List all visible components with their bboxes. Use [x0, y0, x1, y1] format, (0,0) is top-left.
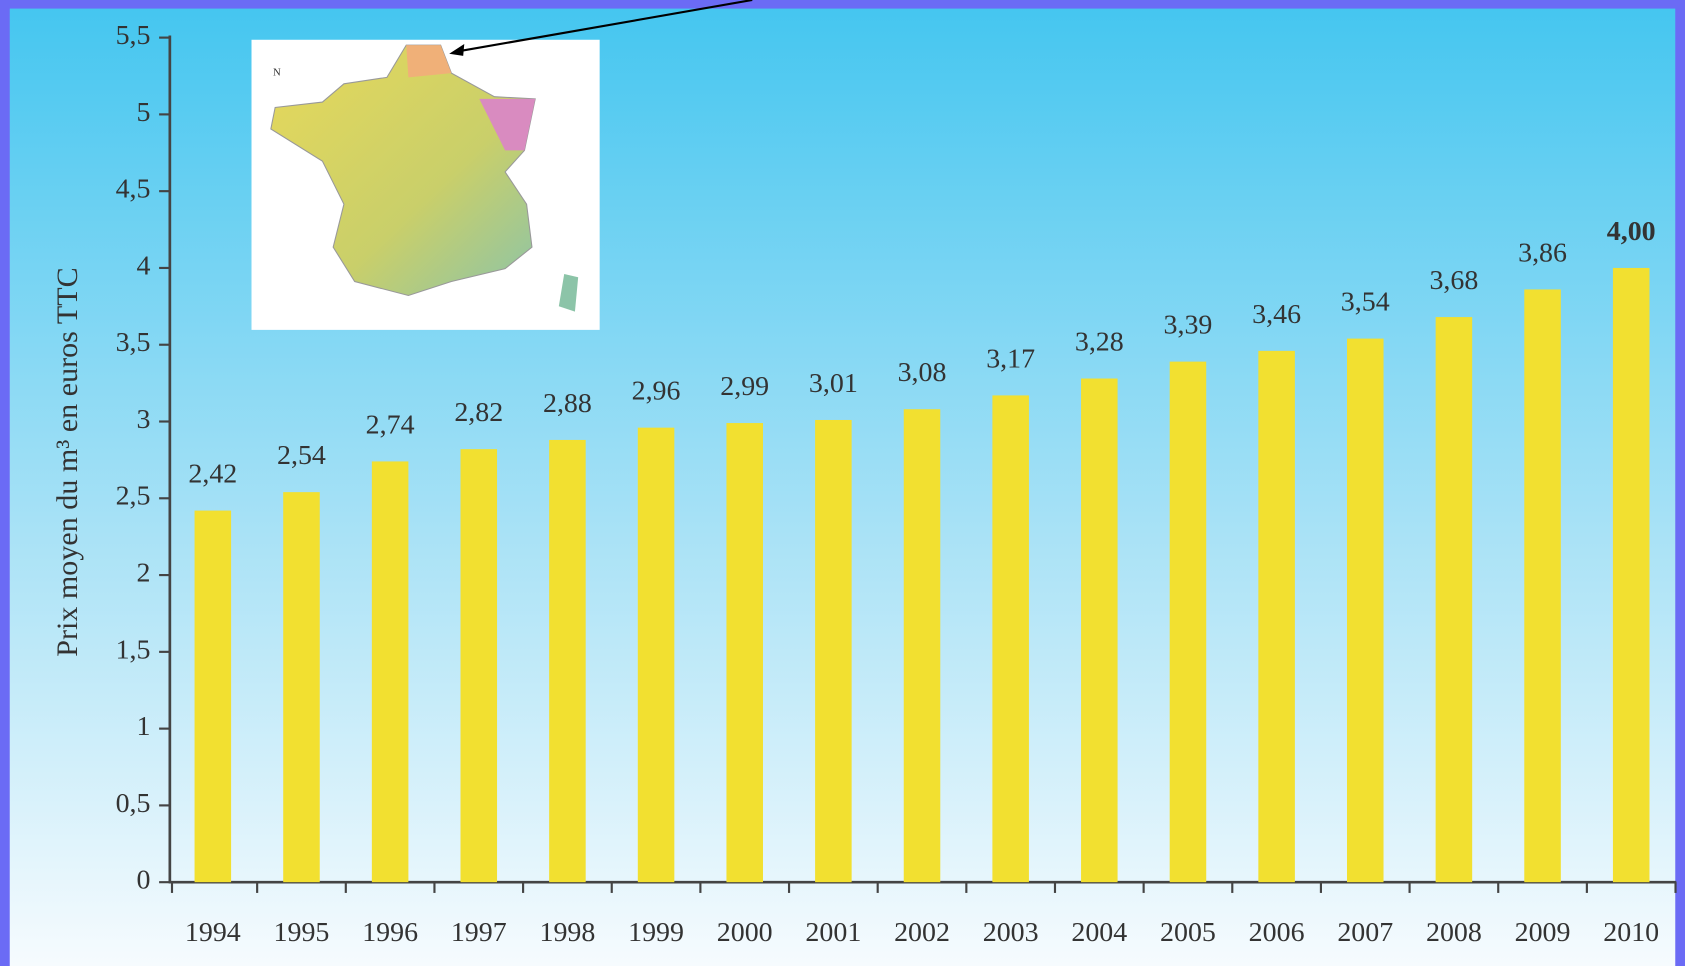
bar [1436, 317, 1473, 882]
value-label: 3,46 [1252, 299, 1301, 330]
value-label: 2,82 [454, 397, 503, 428]
bar [1613, 268, 1650, 882]
y-tick-label: 1 [137, 711, 151, 742]
x-tick-label: 2003 [983, 917, 1039, 948]
value-label: 3,08 [898, 357, 947, 388]
value-label: 2,99 [720, 371, 769, 402]
x-tick-label: 1998 [539, 917, 595, 948]
value-label: 4,00 [1607, 216, 1656, 247]
y-tick-label: 0 [137, 865, 151, 896]
x-tick-label: 1997 [451, 917, 507, 948]
bar [992, 395, 1029, 882]
value-label: 3,68 [1429, 265, 1478, 296]
bar [1081, 379, 1118, 883]
y-tick-label: 4,5 [116, 174, 151, 205]
bar [195, 511, 232, 883]
bar [283, 492, 320, 882]
value-label: 2,96 [632, 376, 681, 407]
y-tick-label: 5 [137, 97, 151, 128]
bar [1347, 339, 1384, 883]
bar [372, 461, 409, 882]
value-label: 3,86 [1518, 237, 1567, 268]
chart: N Prix moyen du m³ en euros TTC 0 0,5 1 1,5… [0, 0, 1685, 966]
value-label: 2,42 [188, 459, 237, 490]
x-tick-label: 2001 [805, 917, 861, 948]
x-tick-label: 2008 [1426, 917, 1482, 948]
x-tick-label: 2005 [1160, 917, 1216, 948]
x-tick-label: 1996 [362, 917, 418, 948]
bar [549, 440, 586, 882]
x-tick-label: 2004 [1071, 917, 1127, 948]
y-axis-title: Prix moyen du m³ en euros TTC [50, 267, 84, 656]
x-tick-label: 2009 [1515, 917, 1571, 948]
svg-text:N: N [273, 67, 281, 79]
bar [638, 428, 675, 883]
bar [461, 449, 498, 882]
map-inset: N [252, 40, 600, 330]
y-tick-label: 3 [137, 404, 151, 435]
y-tick-label: 2 [137, 557, 151, 588]
bar [1524, 289, 1561, 882]
x-tick-label: 2002 [894, 917, 950, 948]
x-tick-label: 2000 [717, 917, 773, 948]
value-label: 2,88 [543, 388, 592, 419]
x-tick-label: 1999 [628, 917, 684, 948]
y-tick-label: 3,5 [116, 327, 151, 358]
value-label: 3,39 [1164, 310, 1213, 341]
y-tick-label: 0,5 [116, 788, 151, 819]
value-label: 3,17 [986, 343, 1035, 374]
y-tick-label: 5,5 [116, 20, 151, 51]
x-tick-label: 1994 [185, 917, 241, 948]
x-tick-label: 2010 [1603, 917, 1659, 948]
bar [1258, 351, 1295, 882]
value-label: 2,74 [366, 409, 415, 440]
value-label: 3,54 [1341, 287, 1390, 318]
bar [904, 409, 941, 882]
x-tick-label: 1995 [274, 917, 330, 948]
value-label: 3,28 [1075, 327, 1124, 358]
bar [1170, 362, 1207, 883]
x-tick-label: 2006 [1249, 917, 1305, 948]
value-label: 2,54 [277, 440, 326, 471]
y-tick-label: 4 [137, 250, 151, 281]
y-tick-label: 1,5 [116, 634, 151, 665]
x-tick-label: 2007 [1337, 917, 1393, 948]
y-tick-label: 2,5 [116, 481, 151, 512]
bar [726, 423, 763, 882]
value-label: 3,01 [809, 368, 858, 399]
bar [815, 420, 852, 882]
